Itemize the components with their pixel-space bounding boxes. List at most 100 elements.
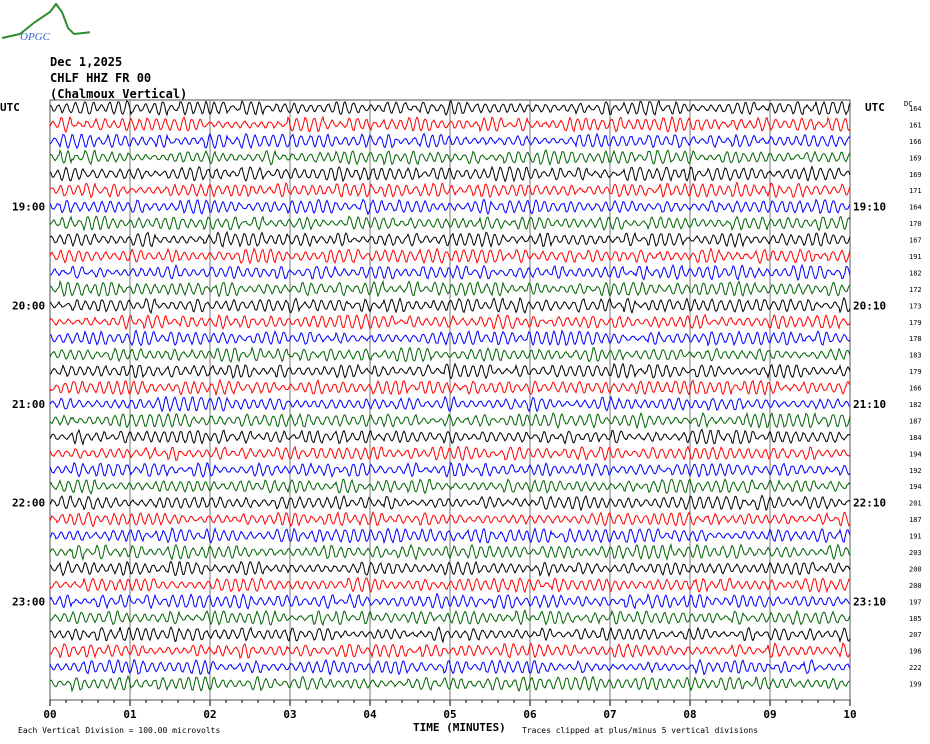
dc-offset-value: 166 (909, 138, 922, 146)
dc-offset-value: 207 (909, 631, 922, 639)
trace-line (49, 411, 851, 430)
dc-offset-value: 161 (909, 121, 922, 129)
dc-offset-value: 170 (909, 220, 922, 228)
x-tick-label: 06 (523, 708, 537, 721)
logo-text: OPGC (20, 31, 51, 43)
dc-label: DC (904, 100, 912, 108)
dc-offset-value: 200 (909, 565, 922, 573)
dc-offset-value: 191 (909, 533, 922, 541)
x-tick-label: 07 (603, 708, 616, 721)
dc-offset-value: 167 (909, 237, 922, 245)
trace-line (49, 592, 851, 610)
x-tick-label: 08 (683, 708, 696, 721)
trace-line (49, 674, 851, 693)
trace-line (49, 445, 851, 462)
trace-line (49, 494, 851, 512)
left-time-label: 22:00 (12, 497, 45, 510)
dc-offset-value: 179 (909, 368, 922, 376)
trace-line (49, 279, 851, 298)
dc-offset-value: 169 (909, 154, 922, 162)
trace-line (49, 247, 851, 265)
dc-offset-value: 171 (909, 187, 922, 195)
trace-line (49, 149, 851, 167)
x-tick-label: 02 (203, 708, 216, 721)
trace-line (49, 560, 851, 578)
dc-offset-value: 199 (909, 681, 922, 689)
trace-line (49, 230, 851, 249)
dc-offset-value: 182 (909, 269, 922, 277)
trace-line (49, 346, 851, 363)
dc-offset-value: 182 (909, 401, 922, 409)
dc-offset-value: 183 (909, 352, 922, 360)
right-time-label: 20:10 (853, 299, 886, 312)
location-label: (Chalmoux Vertical) (50, 87, 188, 101)
dc-offset-value: 173 (909, 302, 922, 310)
dc-offset-value: 185 (909, 615, 922, 623)
x-tick-label: 10 (843, 708, 856, 721)
dc-offset-value: 201 (909, 500, 922, 508)
trace-line (49, 165, 851, 183)
left-time-label: 23:00 (12, 595, 45, 608)
right-time-label: 19:10 (853, 201, 886, 214)
dc-offset-value: 184 (909, 434, 922, 442)
trace-line (49, 378, 851, 397)
scale-note: Each Vertical Division = 100.00 microvol… (18, 726, 221, 735)
trace-line (49, 626, 851, 644)
trace-line (49, 215, 851, 232)
logo: OPGC (1, 2, 90, 43)
dc-offset-value: 192 (909, 467, 922, 475)
trace-line (49, 542, 851, 562)
trace-line (49, 313, 851, 331)
trace-line (49, 576, 851, 594)
trace-line (49, 132, 851, 150)
right-time-label: 22:10 (853, 497, 886, 510)
dc-offset-value: 203 (909, 549, 922, 557)
trace-line (49, 296, 851, 315)
right-time-label: 23:10 (853, 595, 886, 608)
left-time-label: 19:00 (12, 201, 45, 214)
dc-offset-value: 172 (909, 286, 922, 294)
trace-line (49, 478, 851, 495)
date-label: Dec 1,2025 (50, 55, 123, 69)
clip-note: Traces clipped at plus/minus 5 vertical … (522, 726, 759, 735)
dc-offset-value: 200 (909, 582, 922, 590)
x-tick-label: 03 (283, 708, 296, 721)
dc-offset-value: 164 (909, 204, 922, 212)
trace-line (49, 115, 851, 134)
dc-offset-value: 178 (909, 335, 922, 343)
right-time-label: 21:10 (853, 398, 886, 411)
trace-line (49, 609, 851, 627)
dc-offset-value: 166 (909, 385, 922, 393)
left-time-label: 20:00 (12, 299, 45, 312)
dc-offset-value: 187 (909, 516, 922, 524)
trace-line (49, 99, 851, 117)
x-axis-label: TIME (MINUTES) (413, 721, 506, 734)
trace-line (49, 428, 851, 446)
trace-line (49, 329, 851, 347)
dc-offset-value: 222 (909, 664, 922, 672)
dc-offset-value: 196 (909, 648, 922, 656)
trace-line (49, 527, 851, 545)
x-tick-label: 01 (123, 708, 137, 721)
x-tick-label: 04 (363, 708, 377, 721)
right-axis-title: UTC (865, 101, 885, 114)
trace-line (49, 395, 851, 413)
x-tick-label: 05 (443, 708, 456, 721)
station-label: CHLF HHZ FR 00 (50, 71, 152, 85)
dc-offset-value: 164 (909, 105, 922, 113)
dc-offset-value: 187 (909, 417, 922, 425)
trace-line (49, 510, 851, 528)
trace-line (49, 641, 851, 660)
dc-offset-value: 179 (909, 319, 922, 327)
x-tick-label: 00 (43, 708, 56, 721)
dc-offset-value: 194 (909, 450, 922, 458)
trace-line (49, 362, 851, 380)
trace-line (49, 263, 851, 282)
trace-line (49, 198, 851, 216)
x-tick-label: 09 (763, 708, 776, 721)
trace-line (49, 658, 851, 676)
trace-line (49, 461, 851, 478)
left-axis-title: UTC (0, 101, 20, 114)
dc-offset-value: 197 (909, 598, 922, 606)
